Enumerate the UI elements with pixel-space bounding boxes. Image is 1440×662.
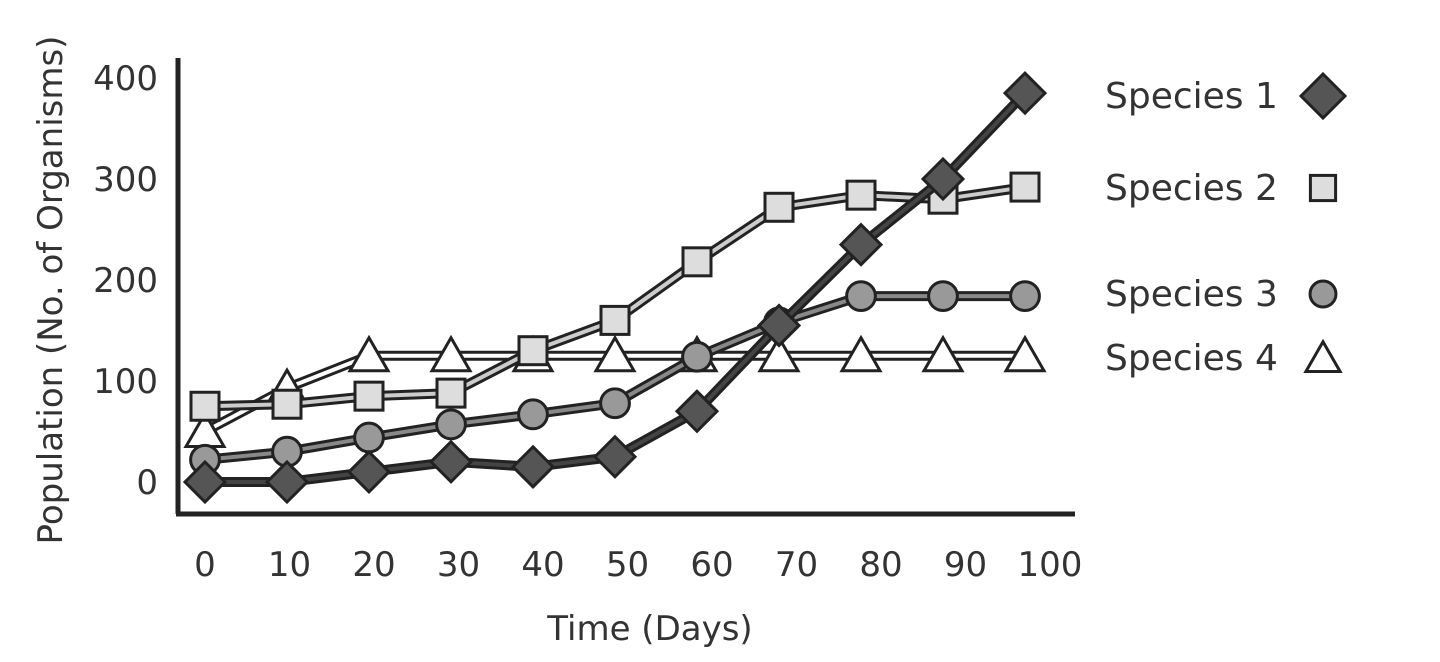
square-marker [271,388,303,420]
diamond-marker [428,439,474,484]
square-marker [353,380,385,412]
square-marker [845,179,877,211]
triangle-marker [757,334,801,373]
circle-marker [845,280,877,313]
series-line-outline [205,89,1029,487]
triangle-marker [1003,334,1047,373]
x-tick-label: 0 [194,545,216,585]
triangle-marker [593,334,637,373]
triangle-marker [429,334,473,373]
y-tick-label: 0 [136,463,158,503]
y-tick-label: 200 [93,261,158,301]
x-tick-label: 70 [775,545,818,585]
x-tick-label: 10 [268,545,311,585]
square-marker [1308,173,1338,203]
diamond-marker [1298,71,1348,121]
diamond-marker [592,434,638,479]
diamond-marker [756,303,802,348]
x-tick-label: 50 [606,545,649,585]
circle-marker [517,398,549,431]
triangle-marker [921,334,965,373]
circle-marker [927,280,959,313]
circle-marker [435,408,467,441]
diamond-marker [346,449,392,495]
square-marker [681,246,713,278]
x-axis-label: Time (Days) [546,609,752,649]
diamond-marker [674,389,720,434]
legend: Species 1 Species 2 Species 3 Species 4 [1105,71,1348,379]
diamond-marker [182,459,228,505]
triangle-marker [839,334,883,373]
diamond-marker [920,156,966,202]
circle-marker [1009,280,1041,313]
diamond-marker [1002,71,1048,116]
square-marker [599,304,631,336]
circle-marker [353,421,385,454]
x-tick-label: 30 [437,545,480,585]
square-marker [189,390,221,422]
diamond-marker [838,222,884,267]
y-tick-label: 400 [93,59,158,99]
x-tick-label: 20 [352,545,395,585]
axes [175,58,1075,517]
series-1 [182,71,1048,505]
square-marker [435,377,467,409]
y-tick-label: 300 [93,160,158,200]
legend-label: Species 4 [1105,338,1278,379]
x-tick-label: 40 [521,545,564,585]
x-tick-label: 80 [859,545,902,585]
triangle-marker [347,334,391,373]
legend-label: Species 1 [1105,76,1278,117]
triangle-marker [1303,338,1343,373]
square-marker [517,335,549,367]
legend-label: Species 3 [1105,274,1278,315]
y-axis-label: Population (No. of Organisms) [31,36,71,545]
x-tick-label: 90 [944,545,987,585]
circle-marker [1308,279,1338,309]
diamond-marker [264,459,310,505]
diamond-marker [510,444,556,489]
series-line [205,91,1027,484]
square-marker [763,191,795,223]
y-tick-label: 100 [93,362,158,402]
legend-label: Species 2 [1105,168,1278,209]
x-tick-label: 60 [690,545,733,585]
circle-marker [681,340,713,373]
x-tick-label: 100 [1018,545,1083,585]
circle-marker [599,387,631,420]
square-marker [1009,171,1041,203]
